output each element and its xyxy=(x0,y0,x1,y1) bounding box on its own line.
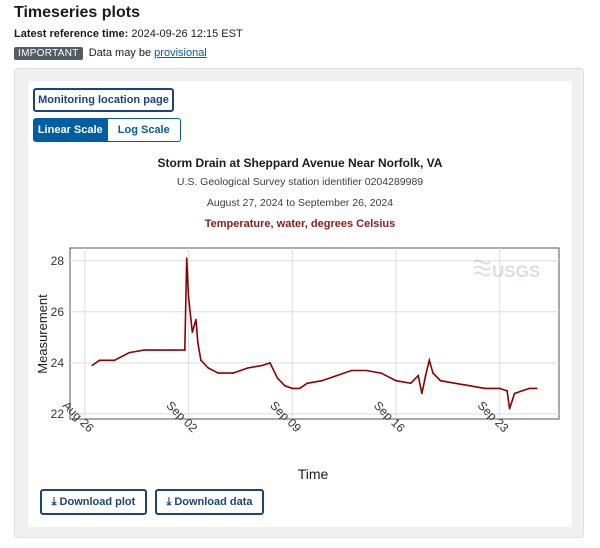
x-axis-label: Time xyxy=(298,466,329,482)
data-point xyxy=(269,362,271,364)
data-point xyxy=(454,382,457,385)
data-point xyxy=(247,367,249,369)
grid-lines xyxy=(70,248,559,419)
data-point xyxy=(185,257,188,260)
data-point xyxy=(535,387,538,390)
data-point xyxy=(284,385,286,387)
notice-text: Data may be xyxy=(88,47,152,59)
data-point xyxy=(91,364,94,367)
plot-area xyxy=(69,247,560,420)
station-identifier: U.S. Geological Survey station identifie… xyxy=(176,176,424,188)
chart-title: Storm Drain at Sheppard Avenue Near Norf… xyxy=(157,156,443,170)
parameter-label: Temperature, water, degrees Celsius xyxy=(204,218,396,230)
data-point xyxy=(276,377,279,379)
date-range: August 27, 2024 to September 26, 2024 xyxy=(206,197,394,209)
data-point xyxy=(298,387,301,390)
download-plot-label: Download plot xyxy=(59,496,136,508)
page-title: Timeseries plots xyxy=(14,4,140,21)
data-point xyxy=(113,359,116,362)
usgs-logo-icon: USGS xyxy=(473,259,540,281)
data-point xyxy=(410,382,412,385)
usgs-watermark: USGS xyxy=(492,262,540,281)
data-point xyxy=(158,349,160,351)
data-point xyxy=(428,359,431,362)
data-point xyxy=(261,364,264,367)
data-point xyxy=(432,372,434,374)
data-point xyxy=(421,392,423,395)
data-point xyxy=(306,382,308,385)
data-point xyxy=(417,374,420,377)
download-icon: ⤓ xyxy=(51,495,57,508)
data-point xyxy=(528,387,531,390)
data-point xyxy=(508,407,511,410)
data-point xyxy=(197,341,199,344)
provisional-notice: IMPORTANT Data may be provisional xyxy=(14,47,207,60)
download-icon: ⤓ xyxy=(166,495,172,508)
series-line xyxy=(91,258,537,410)
data-point xyxy=(232,372,234,374)
data-point xyxy=(521,390,523,392)
data-point xyxy=(143,349,145,351)
data-point xyxy=(513,392,516,395)
data-point xyxy=(187,295,190,298)
y-axis-label: Measurement xyxy=(35,294,50,374)
data-point xyxy=(498,387,501,390)
y-tick-label: 22 xyxy=(51,407,65,421)
data-point xyxy=(321,379,323,382)
data-point xyxy=(207,367,210,369)
provisional-link[interactable]: provisional xyxy=(154,47,207,59)
data-point xyxy=(335,374,338,377)
data-point xyxy=(380,372,382,374)
reference-time-value: 2024-09-26 12:15 EST xyxy=(131,28,243,40)
data-point xyxy=(424,374,427,377)
data-point xyxy=(469,385,471,387)
data-point xyxy=(195,318,197,321)
download-data-button[interactable]: ⤓ Download data xyxy=(155,489,264,515)
reference-time: Latest reference time: 2024-09-26 12:15 … xyxy=(14,28,243,40)
download-plot-button[interactable]: ⤓ Download plot xyxy=(40,489,147,515)
series-points xyxy=(91,257,538,410)
data-point xyxy=(217,372,219,374)
y-tick-label: 28 xyxy=(51,254,65,268)
data-point xyxy=(98,359,101,362)
data-point xyxy=(506,390,508,392)
data-point xyxy=(184,349,186,351)
data-point xyxy=(172,349,175,351)
linear-scale-button[interactable]: Linear Scale xyxy=(33,118,108,142)
data-point xyxy=(191,331,194,334)
data-point xyxy=(350,369,353,372)
data-point xyxy=(200,359,202,362)
data-point xyxy=(484,387,486,390)
data-point xyxy=(439,379,442,382)
data-point xyxy=(291,387,294,390)
important-badge: IMPORTANT xyxy=(14,47,83,60)
log-scale-button[interactable]: Log Scale xyxy=(107,118,181,142)
y-tick-label: 26 xyxy=(51,305,65,319)
reference-time-label: Latest reference time: xyxy=(14,28,129,40)
monitoring-location-button[interactable]: Monitoring location page xyxy=(33,88,174,112)
data-point xyxy=(395,379,397,382)
scale-toggle: Linear Scale Log Scale xyxy=(33,118,181,142)
download-data-label: Download data xyxy=(174,496,253,508)
data-point xyxy=(365,369,368,372)
y-tick-label: 24 xyxy=(51,356,65,370)
data-point xyxy=(128,351,131,354)
